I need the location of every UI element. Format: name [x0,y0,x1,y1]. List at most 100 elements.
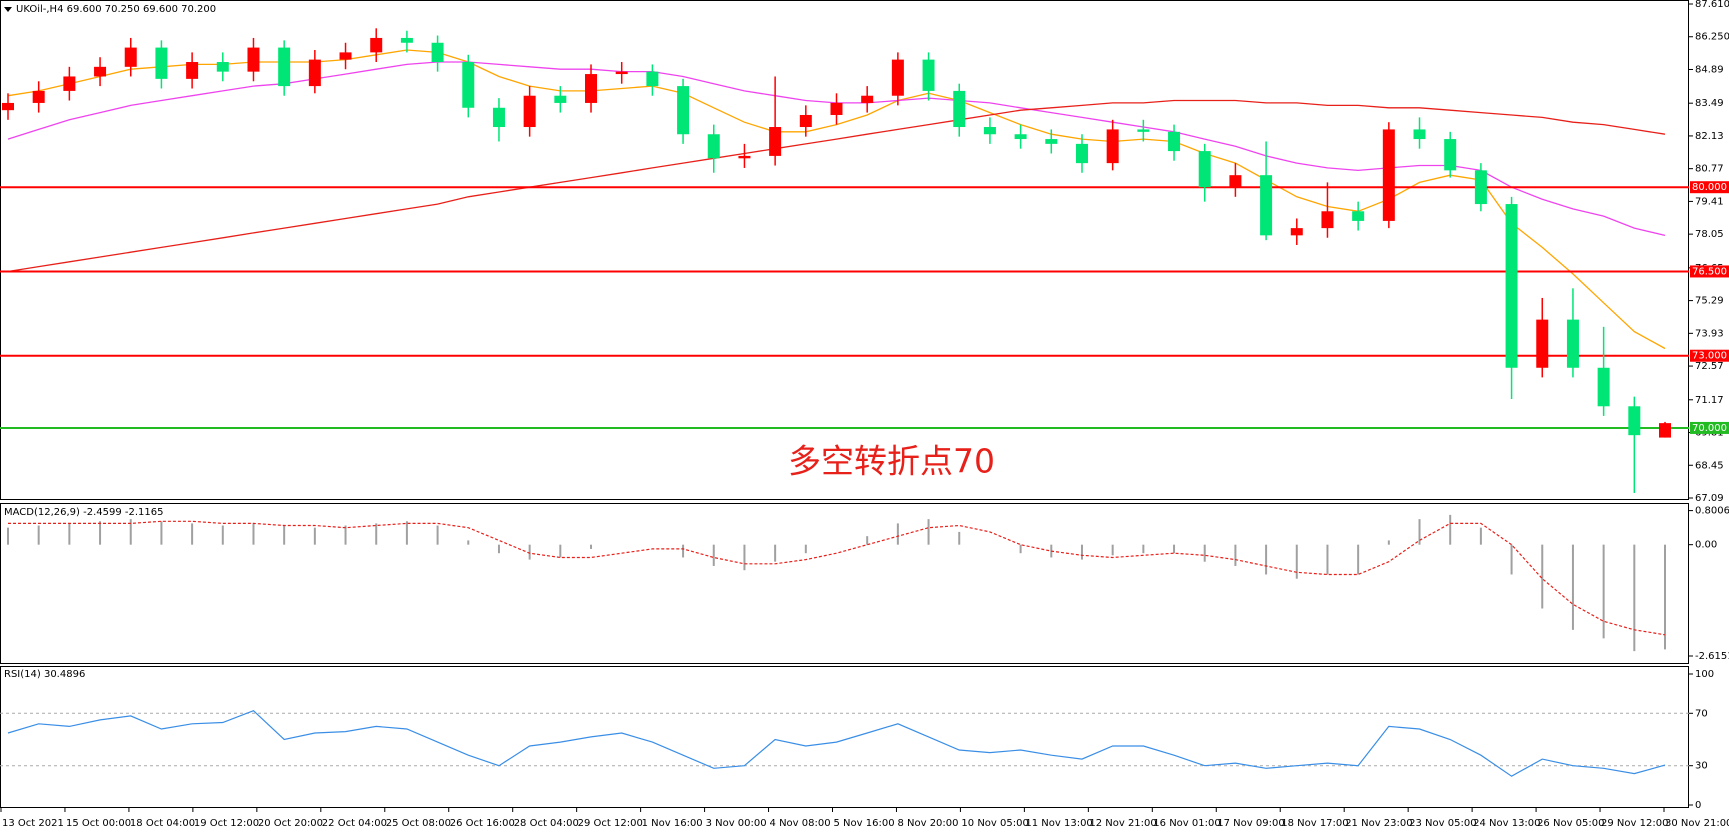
macd-signal [8,520,1666,636]
candle-body [1260,175,1273,236]
y-tick-label: 78.05 [1695,229,1724,240]
candle-body [1168,131,1181,152]
candle-body [1536,319,1549,368]
candle-body [186,62,199,79]
y-tick-label: 86.250 [1695,32,1729,43]
candle-body [400,37,413,43]
y-tick-label: 30 [1695,761,1708,772]
candle-body [155,47,168,79]
y-tick-label: 100 [1695,669,1714,680]
candle-body [1045,139,1058,144]
candle-body [278,47,291,87]
y-tick-label: 80.77 [1695,164,1724,175]
x-tick-label: 4 Nov 08:00 [770,818,831,829]
x-tick-label: 22 Oct 04:00 [322,818,387,829]
rsi-line [7,710,1666,777]
x-tick-label: 12 Nov 21:00 [1089,818,1156,829]
y-tick-label: 71.17 [1695,395,1724,406]
x-tick-label: 24 Nov 13:00 [1473,818,1540,829]
x-tick-label: 25 Oct 08:00 [386,818,451,829]
candle-body [2,102,14,111]
candle-body [799,114,812,128]
candle-body [1474,170,1487,205]
candle-body [492,107,505,128]
candle-body [94,66,107,77]
level-tag [1690,181,1729,194]
candle-body [1659,423,1671,438]
level-label: 76.500 [1692,266,1727,277]
candle-body [769,127,782,156]
x-tick-label: 10 Nov 05:00 [961,818,1028,829]
macd-title: MACD(12,26,9) -2.4599 -2.1165 [4,507,164,518]
main-title: UKOil-,H4 69.600 70.250 69.600 70.200 [16,4,216,15]
candle-body [523,95,536,128]
x-tick-label: 8 Nov 20:00 [897,818,958,829]
candle-body [431,42,444,63]
level-tag [1690,421,1729,434]
y-tick-label: 72.57 [1695,361,1724,372]
candle-body [1597,367,1610,407]
x-tick-label: 18 Oct 04:00 [130,818,195,829]
x-tick-label: 20 Oct 20:00 [258,818,323,829]
y-tick-label: 73.93 [1695,328,1724,339]
candle-body [983,127,996,135]
y-tick-label: 68.45 [1695,460,1724,471]
candle-body [1321,211,1334,229]
candle-body [738,155,751,159]
level-label: 73.000 [1692,351,1727,362]
x-tick-label: 16 Nov 01:00 [1153,818,1220,829]
candle-body [1198,151,1211,188]
y-tick-label: 83.49 [1695,98,1724,109]
y-tick-label: 79.41 [1695,196,1724,207]
level-tag [1690,349,1729,362]
candle-body [707,134,720,159]
candle-body [63,76,76,91]
candle-body [1014,134,1027,140]
y-tick-label: 0.00 [1695,540,1717,551]
y-tick-label: 84.89 [1695,64,1724,75]
x-tick-label: 23 Nov 05:00 [1409,818,1476,829]
candle-body [1382,129,1395,221]
candle-body [124,47,137,67]
level-label: 80.000 [1692,182,1727,193]
x-tick-label: 3 Nov 00:00 [706,818,767,829]
y-tick-label: 75.29 [1695,296,1724,307]
candle-body [615,71,628,75]
candle-body [1413,129,1426,140]
rsi-title: RSI(14) 30.4896 [4,669,85,680]
y-tick-label: 67.09 [1695,493,1724,504]
candle-body [1137,129,1150,132]
candle-body [462,62,475,108]
y-tick-label: 0 [1695,800,1701,811]
candle-body [1566,319,1579,368]
candle-body [1505,204,1518,368]
candle-body [308,59,321,87]
level-label: 70.000 [1692,423,1727,434]
x-tick-label: 15 Oct 00:00 [66,818,131,829]
main-panel [0,0,1689,500]
candle-body [891,59,904,96]
x-tick-label: 19 Oct 12:00 [194,818,259,829]
x-tick-label: 26 Nov 05:00 [1537,818,1604,829]
x-tick-label: 30 Nov 21:00 [1665,818,1729,829]
candle-body [216,62,229,72]
menu-arrow [4,7,12,12]
x-tick-label: 28 Oct 04:00 [514,818,579,829]
candle-body [370,37,383,53]
y-tick-label: 87.610 [1695,0,1729,10]
candle-body [1229,175,1242,188]
candle-body [953,90,966,128]
candle-body [861,95,874,103]
x-tick-label: 11 Nov 13:00 [1025,818,1092,829]
moving-average [7,99,1666,273]
x-tick-label: 29 Oct 12:00 [578,818,643,829]
candle-body [922,59,935,91]
x-tick-label: 1 Nov 16:00 [642,818,703,829]
candle-body [585,74,598,103]
candle-body [1444,139,1457,171]
macd-panel [0,503,1689,664]
candle-body [554,95,567,103]
x-tick-label: 26 Oct 16:00 [450,818,515,829]
rsi-panel [0,666,1689,808]
